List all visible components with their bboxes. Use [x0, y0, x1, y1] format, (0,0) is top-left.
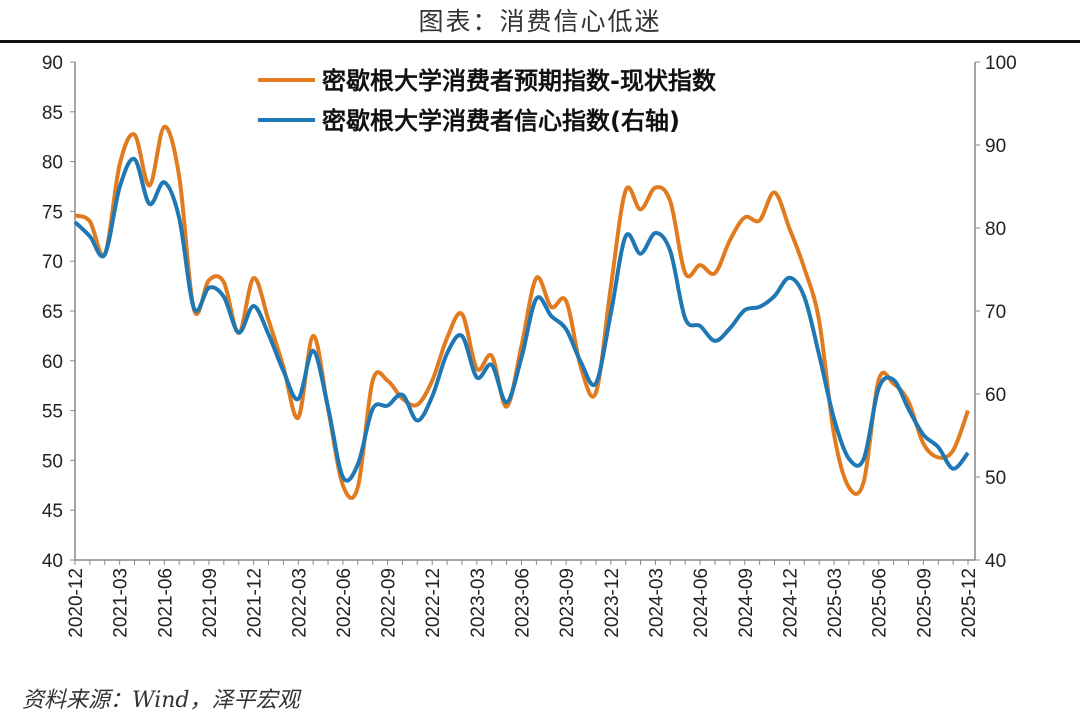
- x-tick-label: 2025-06: [870, 568, 891, 638]
- x-tick-label: 2021-06: [155, 568, 176, 638]
- left-tick-label: 75: [42, 202, 63, 223]
- series-line-1: [74, 124, 970, 500]
- left-tick-label: 55: [42, 402, 63, 423]
- left-tick-label: 45: [42, 501, 63, 522]
- x-tick-label: 2021-09: [200, 568, 221, 638]
- x-tick-label: 2022-12: [423, 568, 444, 638]
- x-tick-label: 2024-06: [691, 568, 712, 638]
- x-tick-label: 2024-09: [736, 568, 757, 638]
- right-tick-label: 60: [985, 385, 1006, 406]
- x-tick-label: 2025-03: [825, 568, 846, 638]
- right-tick-label: 70: [985, 302, 1006, 323]
- series-line-2: [73, 156, 970, 483]
- left-tick-label: 80: [42, 153, 63, 174]
- chart-title: 图表：消费信心低迷: [418, 7, 662, 36]
- x-tick-label: 2022-09: [379, 568, 400, 638]
- x-tick-label: 2022-03: [289, 568, 310, 638]
- x-tick-label: 2025-09: [914, 568, 935, 638]
- title-divider: [0, 40, 1080, 43]
- right-tick-label: 100: [985, 53, 1017, 74]
- x-tick-label: 2022-06: [334, 568, 355, 638]
- left-tick-label: 60: [42, 352, 63, 373]
- x-tick-label: 2023-09: [557, 568, 578, 638]
- right-tick-label: 50: [985, 468, 1006, 489]
- x-tick-label: 2023-03: [468, 568, 489, 638]
- x-tick-label: 2024-12: [780, 568, 801, 638]
- x-tick-label: 2025-12: [959, 568, 980, 638]
- left-tick-label: 50: [42, 451, 63, 472]
- legend-label: 密歇根大学消费者信心指数(右轴): [322, 107, 680, 135]
- left-tick-label: 65: [42, 302, 63, 323]
- left-tick-label: 40: [42, 551, 63, 572]
- left-tick-label: 70: [42, 252, 63, 273]
- right-tick-label: 90: [985, 136, 1006, 157]
- left-tick-label: 85: [42, 103, 63, 124]
- left-tick-label: 90: [42, 53, 63, 74]
- x-tick-label: 2024-03: [646, 568, 667, 638]
- x-tick-label: 2021-12: [245, 568, 266, 638]
- legend-label: 密歇根大学消费者预期指数-现状指数: [322, 67, 717, 95]
- x-tick-label: 2023-12: [602, 568, 623, 638]
- x-tick-label: 2021-03: [111, 568, 132, 638]
- source-note: 资料来源：Wind，泽平宏观: [22, 688, 300, 713]
- right-tick-label: 40: [985, 551, 1006, 572]
- x-tick-label: 2023-06: [513, 568, 534, 638]
- right-tick-label: 80: [985, 219, 1006, 240]
- x-tick-label: 2020-12: [66, 568, 87, 638]
